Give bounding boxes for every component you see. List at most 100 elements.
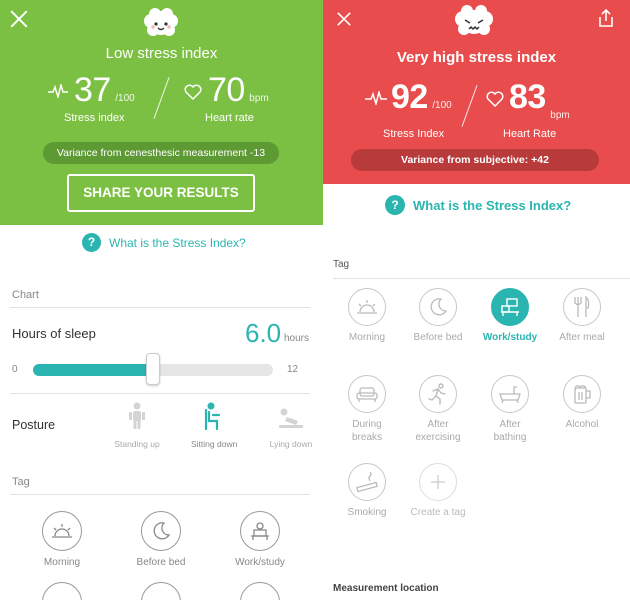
tag-partial[interactable]: [229, 582, 291, 600]
share-icon[interactable]: [596, 8, 616, 28]
tag-section-label: Tag: [12, 476, 30, 488]
what-is-stress-index-link[interactable]: ? What is the Stress Index?: [385, 195, 571, 215]
runner-icon: [419, 375, 457, 413]
divider: [10, 494, 310, 495]
variance-badge: Variance from subjective: +42: [351, 149, 599, 171]
what-is-stress-index-text: What is the Stress Index?: [109, 235, 246, 250]
divider: [10, 393, 310, 394]
question-icon: ?: [82, 233, 101, 252]
tag-label: Morning: [348, 332, 386, 343]
heart-rate-label: Heart rate: [205, 112, 254, 124]
tag-smoking[interactable]: Smoking: [337, 463, 397, 519]
what-is-stress-index-text: What is the Stress Index?: [413, 197, 572, 213]
stress-index-label: Stress index: [64, 112, 125, 124]
tag-alcohol[interactable]: Alcohol: [552, 375, 612, 431]
stressed-cloud-mascot-icon: [455, 5, 493, 35]
pulse-icon: [48, 84, 68, 98]
cutlery-icon: [563, 288, 601, 326]
stress-index-unit: /100: [115, 93, 135, 104]
tag-after-bathing[interactable]: After bathing: [480, 375, 540, 444]
tag-icon-partial: [141, 582, 181, 600]
posture-label: Posture: [12, 418, 56, 432]
sleep-slider-thumb[interactable]: [146, 353, 160, 385]
desk-icon: [240, 511, 280, 551]
tag-label: Morning: [43, 557, 81, 568]
tag-work-study[interactable]: Work/study: [480, 288, 540, 344]
sofa-icon: [348, 375, 386, 413]
tag-label: After exercising: [415, 419, 461, 443]
create-tag-button[interactable]: Create a tag: [406, 463, 470, 519]
moon-icon: [419, 288, 457, 326]
stress-index-metric: 92 /100: [391, 78, 452, 117]
pulse-icon: [365, 91, 387, 105]
sunrise-icon: [42, 511, 82, 551]
stress-index-metric: 37 /100: [74, 71, 135, 110]
standing-icon: [129, 402, 145, 429]
sleep-slider-fill: [33, 364, 153, 376]
sitting-icon: [204, 402, 221, 431]
heart-rate-value: 70: [208, 71, 245, 109]
heart-rate-value: 83: [509, 78, 546, 116]
stress-index-value: 37: [74, 71, 111, 109]
tag-morning[interactable]: Morning: [337, 288, 397, 344]
high-stress-result-screen: Very high stress index 92 /100 Stress In…: [323, 0, 630, 600]
tag-before-bed[interactable]: Before bed: [131, 511, 191, 569]
chart-section-label: Chart: [12, 289, 39, 301]
close-icon[interactable]: [335, 10, 353, 28]
heart-rate-label: Heart Rate: [503, 128, 557, 140]
close-icon[interactable]: [8, 8, 30, 30]
tag-label: Work/study: [482, 332, 538, 343]
posture-lying-option[interactable]: Lying down: [268, 406, 314, 449]
plus-icon: [419, 463, 457, 501]
tag-label: Before bed: [136, 557, 186, 568]
cigarette-icon: [348, 463, 386, 501]
tag-label: Work/study: [235, 557, 285, 568]
divider: [10, 307, 310, 308]
what-is-stress-index-link[interactable]: ? What is the Stress Index?: [82, 233, 246, 252]
low-stress-result-screen: Low stress index 37 /100 Stress index 70…: [0, 0, 323, 600]
hours-of-sleep-label: Hours of sleep: [12, 326, 96, 341]
tag-partial[interactable]: [36, 582, 88, 600]
tag-after-meal[interactable]: After meal: [552, 288, 612, 344]
beer-icon: [563, 375, 601, 413]
tag-label: Smoking: [347, 507, 387, 518]
hours-of-sleep-unit: hours: [284, 333, 310, 344]
result-header: Very high stress index 92 /100 Stress In…: [323, 0, 630, 184]
tag-before-bed[interactable]: Before bed: [409, 288, 467, 344]
posture-option-label: Standing up: [114, 439, 160, 449]
measurement-location-label: Measurement location: [333, 583, 439, 594]
stress-index-label: Stress Index: [383, 128, 445, 140]
tag-morning[interactable]: Morning: [36, 511, 88, 569]
question-icon: ?: [385, 195, 405, 215]
tag-section-label: Tag: [333, 259, 350, 270]
divider: [153, 77, 170, 119]
share-results-button[interactable]: SHARE YOUR RESULTS: [67, 174, 255, 212]
tag-partial[interactable]: [131, 582, 191, 600]
divider: [333, 278, 630, 279]
heart-rate-label-wrap: Heart rate: [205, 108, 254, 126]
posture-option-label: Lying down: [269, 439, 313, 449]
tag-label: After bathing: [493, 419, 527, 443]
stress-level-title: Low stress index: [105, 45, 218, 62]
cloud-mascot-icon: [144, 8, 178, 36]
posture-option-label: Sitting down: [191, 439, 238, 449]
tag-label: Create a tag: [410, 507, 466, 518]
heart-rate-metric: 70 bpm: [208, 71, 269, 110]
heart-icon: [486, 91, 504, 107]
variance-badge: Variance from cenesthesic measurement -1…: [43, 142, 279, 164]
posture-standing-option[interactable]: Standing up: [114, 402, 160, 449]
tag-during-breaks[interactable]: During breaks: [337, 375, 397, 444]
tag-after-exercising[interactable]: After exercising: [406, 375, 470, 444]
heart-rate-unit: bpm: [249, 93, 269, 104]
desk-icon: [491, 288, 529, 326]
tag-icon-partial: [42, 582, 82, 600]
slider-max-label: 12: [287, 364, 299, 375]
stress-index-value: 92: [391, 78, 428, 116]
heart-rate-label-wrap: Heart Rate: [503, 124, 556, 142]
divider: [461, 85, 478, 127]
tag-work-study[interactable]: Work/study: [229, 511, 291, 569]
hours-of-sleep-value: 6.0: [245, 318, 282, 348]
stress-index-unit: /100: [432, 100, 452, 111]
result-header: Low stress index 37 /100 Stress index 70…: [0, 0, 323, 225]
posture-sitting-option[interactable]: Sitting down: [191, 402, 237, 449]
